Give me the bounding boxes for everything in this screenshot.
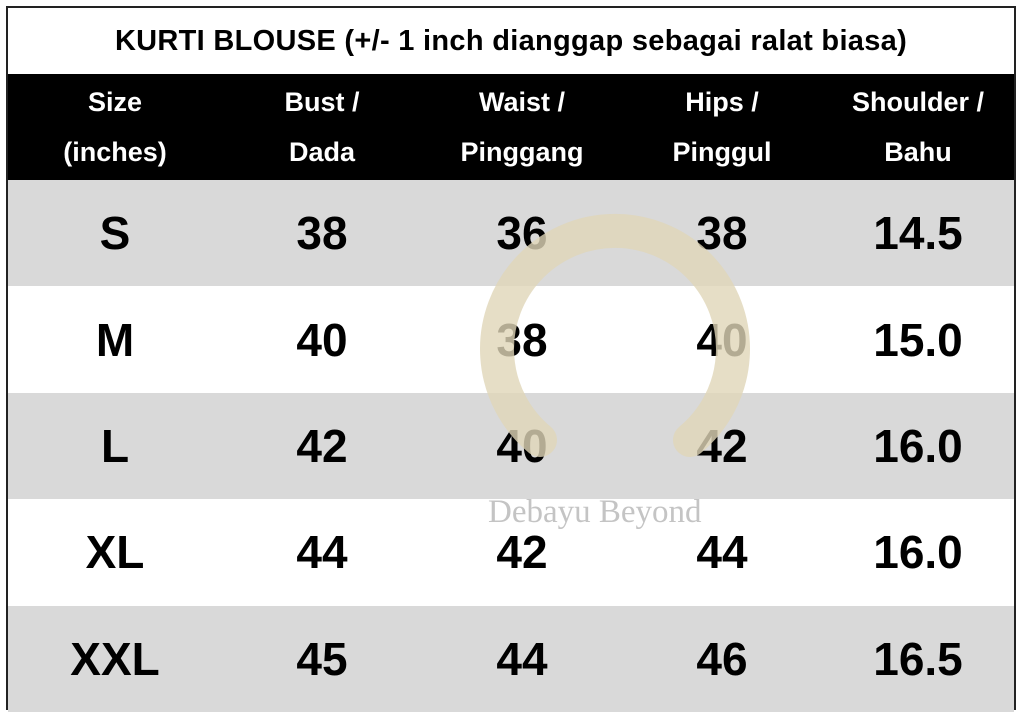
cell-bust: 42 xyxy=(296,419,348,472)
cell-waist: 38 xyxy=(496,313,548,366)
header-line: Shoulder / xyxy=(851,87,984,117)
cell-size: S xyxy=(99,207,131,260)
header-line: Pinggul xyxy=(672,137,772,167)
table-body: S 38 36 38 14.5 M 40 38 40 15.0 L 42 40 42 16.0 XL 44 42 4… xyxy=(8,180,1014,712)
table-title: KURTI BLOUSE (+/- 1 inch dianggap sebaga… xyxy=(114,24,908,57)
table-row: XL 44 42 44 16.0 xyxy=(8,499,1014,606)
header-bust: Bust / Dada xyxy=(222,74,422,180)
header-size: Size (inches) xyxy=(8,74,222,180)
cell-bust: 45 xyxy=(296,632,348,685)
cell-shoulder: 16.0 xyxy=(873,526,963,579)
cell-shoulder: 16.5 xyxy=(873,632,963,685)
cell-hips: 44 xyxy=(696,526,748,579)
cell-shoulder: 15.0 xyxy=(873,313,963,366)
cell-waist: 36 xyxy=(496,207,548,260)
header-waist: Waist / Pinggang xyxy=(422,74,622,180)
cell-hips: 42 xyxy=(696,419,748,472)
header-row: Size (inches) Bust / Dada Waist / Pinggang … xyxy=(8,74,1014,180)
size-chart-table: KURTI BLOUSE (+/- 1 inch dianggap sebaga… xyxy=(6,6,1016,712)
header-line: Bahu xyxy=(884,137,952,167)
header-line: (inches) xyxy=(63,137,167,167)
header-line: Bust / xyxy=(284,87,360,117)
header-line: Hips / xyxy=(685,87,759,117)
cell-waist: 44 xyxy=(496,632,548,685)
table-row: L 42 40 42 16.0 xyxy=(8,392,1014,500)
table-row: M 40 38 40 15.0 xyxy=(8,286,1014,393)
cell-size: L xyxy=(100,419,130,472)
cell-bust: 44 xyxy=(296,526,348,579)
cell-size: XL xyxy=(85,526,145,579)
cell-hips: 40 xyxy=(696,313,748,366)
cell-waist: 42 xyxy=(496,526,548,579)
cell-size: XXL xyxy=(70,632,160,685)
header-line: Pinggang xyxy=(460,137,584,167)
cell-waist: 40 xyxy=(496,419,548,472)
cell-hips: 38 xyxy=(696,207,748,260)
cell-shoulder: 16.0 xyxy=(873,419,963,472)
header-hips: Hips / Pinggul xyxy=(622,74,822,180)
table-row: S 38 36 38 14.5 xyxy=(8,180,1014,287)
header-line: Size xyxy=(87,87,143,117)
header-line: Waist / xyxy=(478,87,565,117)
header-line: Dada xyxy=(288,137,356,167)
header-shoulder: Shoulder / Bahu xyxy=(822,74,1014,180)
cell-bust: 38 xyxy=(296,207,348,260)
cell-shoulder: 14.5 xyxy=(873,207,963,260)
cell-size: M xyxy=(95,313,135,366)
table-row: XXL 45 44 46 16.5 xyxy=(8,605,1014,712)
cell-bust: 40 xyxy=(296,313,348,366)
cell-hips: 46 xyxy=(696,632,748,685)
